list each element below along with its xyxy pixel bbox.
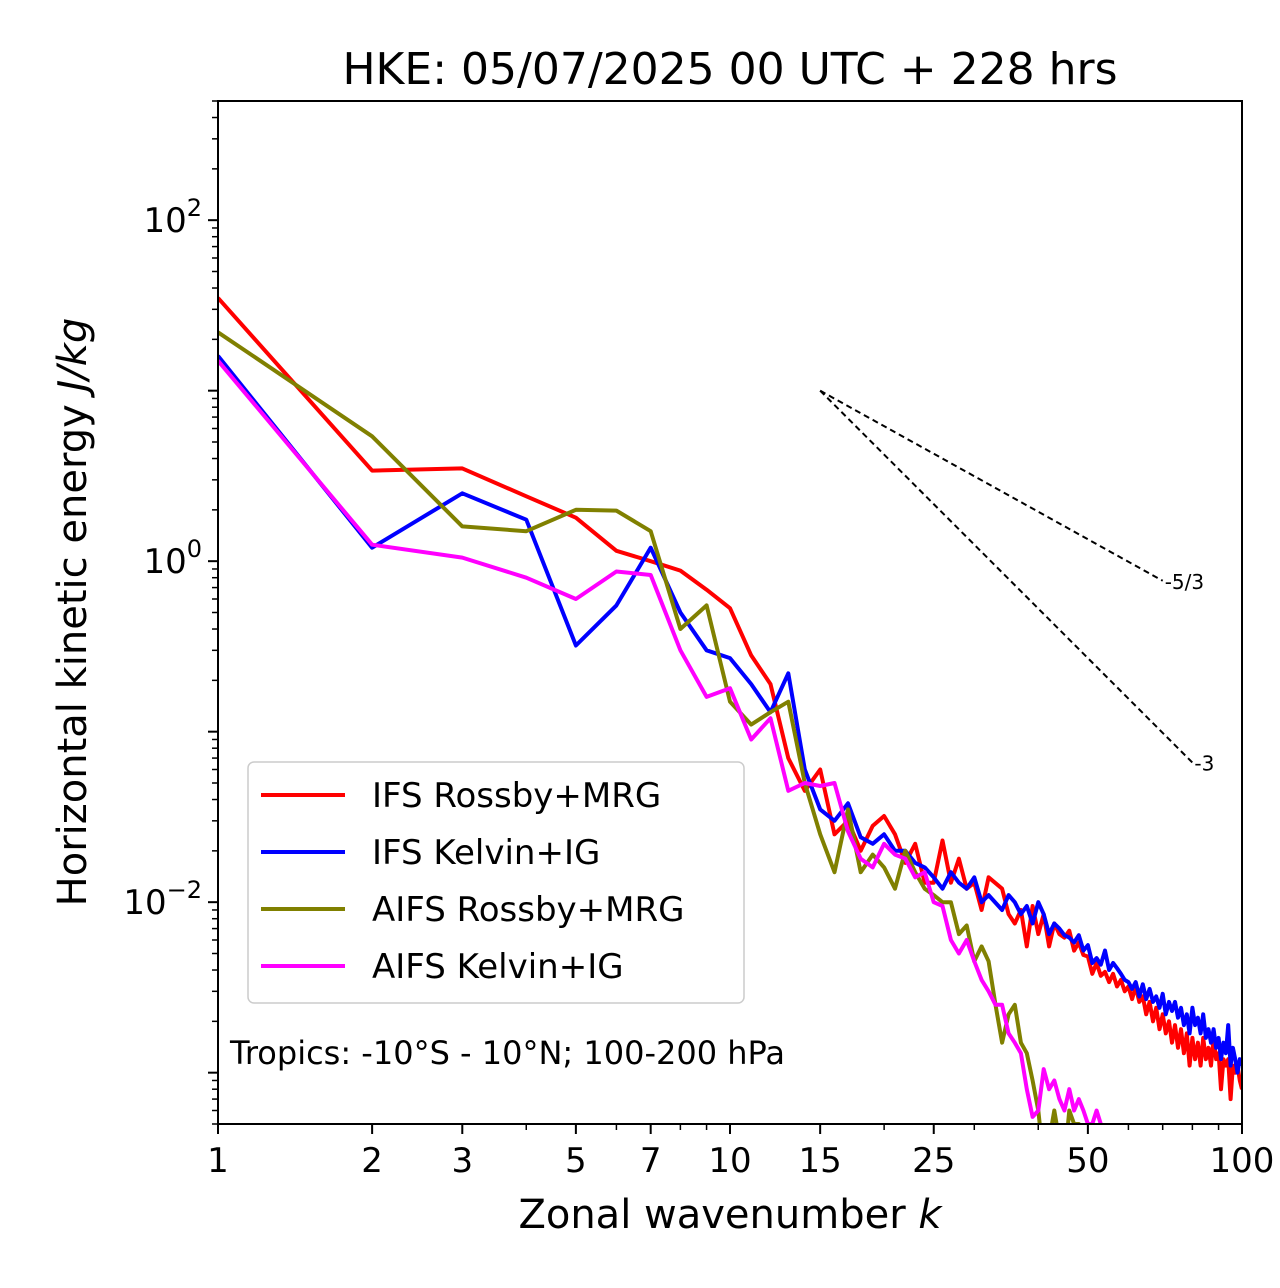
x-tick-label: 15 — [799, 1141, 842, 1181]
x-tick-label: 2 — [361, 1141, 383, 1181]
legend-label-2: IFS Kelvin+IG — [372, 833, 600, 873]
x-tick-label: 3 — [451, 1141, 473, 1181]
x-tick-label: 25 — [912, 1141, 955, 1181]
slope-label-2: -3 — [1194, 752, 1214, 776]
legend: IFS Rossby+MRG IFS Kelvin+IG AIFS Rossby+M… — [247, 761, 745, 1004]
chart-title: HKE: 05/07/2025 00 UTC + 228 hrs — [342, 44, 1117, 95]
series-layer — [218, 296, 1242, 1124]
x-tick-label: 5 — [565, 1141, 587, 1181]
axis-ticks: 1 2 3 5 7 10 15 25 50 100 10−2 100 102 — [123, 100, 1275, 1181]
slope-line-1 — [819, 389, 1164, 582]
series-line-4 — [218, 359, 1103, 1124]
region-annotation: Tropics: -10°S - 10°N; 100-200 hPa — [229, 1034, 785, 1072]
legend-label-1: IFS Rossby+MRG — [372, 776, 661, 816]
x-tick-label: 7 — [640, 1141, 662, 1181]
reference-slopes: -5/3 -3 — [819, 389, 1214, 776]
legend-label-3: AIFS Rossby+MRG — [372, 890, 684, 930]
slope-label-1: -5/3 — [1165, 570, 1204, 594]
x-tick-label: 10 — [708, 1141, 751, 1181]
y-tick-label: 100 — [143, 535, 202, 582]
x-tick-label: 100 — [1210, 1141, 1275, 1181]
series-line-3 — [218, 330, 1081, 1124]
series-line-2 — [218, 354, 1242, 1075]
y-tick-label: 10−2 — [123, 876, 202, 923]
plot-frame — [217, 100, 1243, 1125]
x-tick-label: 50 — [1066, 1141, 1109, 1181]
x-axis-label: Zonal wavenumber k — [518, 1192, 943, 1238]
legend-label-4: AIFS Kelvin+IG — [372, 947, 624, 987]
slope-line-2 — [819, 389, 1194, 764]
y-axis-label: Horizontal kinetic energy J/kg — [50, 318, 96, 907]
y-tick-label: 102 — [143, 194, 202, 241]
legend-frame — [247, 761, 745, 1004]
x-tick-label: 1 — [207, 1141, 229, 1181]
